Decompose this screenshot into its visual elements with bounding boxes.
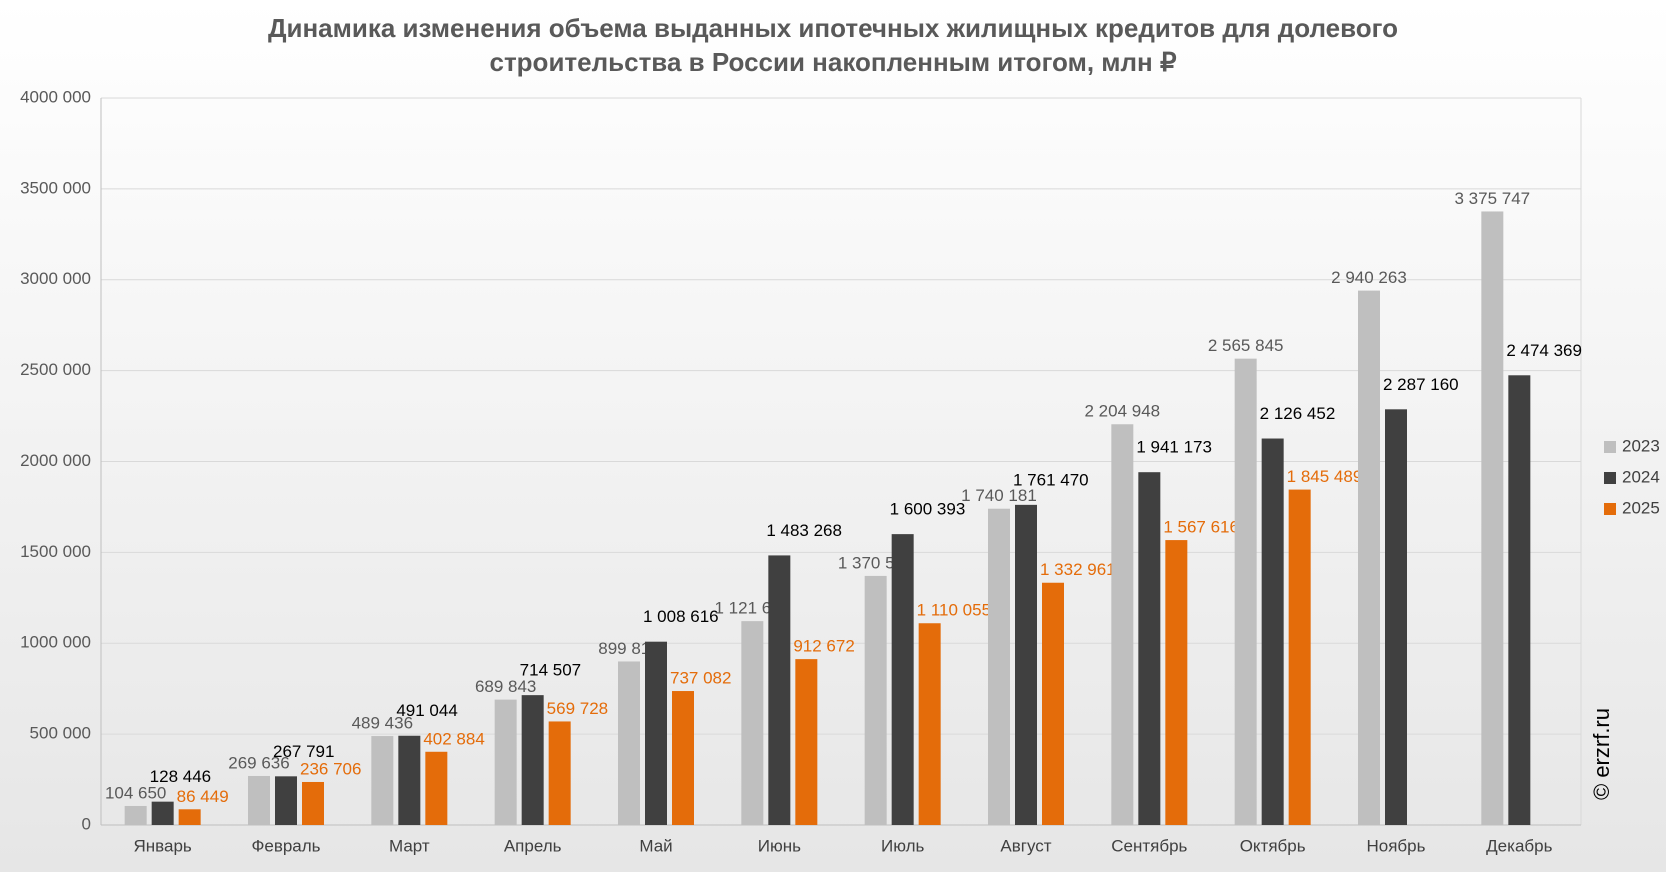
- bar: [795, 659, 818, 825]
- data-label: 1 600 393: [890, 500, 966, 519]
- data-label: 2 940 263: [1331, 268, 1407, 287]
- data-label: 912 672: [793, 637, 854, 656]
- bar: [1261, 438, 1284, 825]
- data-label: 1 740 181: [961, 486, 1037, 505]
- x-tick-label: Август: [1000, 836, 1051, 855]
- bar: [918, 623, 941, 825]
- bar: [1481, 211, 1504, 825]
- legend-swatch: [1604, 472, 1616, 484]
- bar: [302, 781, 324, 825]
- bar: [275, 776, 297, 825]
- data-label: 1 008 616: [643, 607, 719, 626]
- data-label: 1 483 268: [766, 521, 842, 540]
- bar: [891, 534, 914, 825]
- y-tick-label: 0: [82, 814, 91, 833]
- bar: [864, 575, 887, 825]
- data-label: 1 941 173: [1136, 438, 1212, 457]
- bar: [1288, 489, 1311, 825]
- data-label: 1 332 961: [1040, 560, 1116, 579]
- bar: [1234, 358, 1257, 825]
- data-label: 2 474 369: [1506, 341, 1582, 360]
- x-tick-label: Сентябрь: [1111, 836, 1187, 855]
- bar: [548, 721, 571, 825]
- data-label: 402 884: [423, 729, 484, 748]
- bar: [371, 736, 394, 825]
- bar: [521, 695, 544, 825]
- bar: [1165, 540, 1188, 825]
- y-tick-label: 1500 000: [20, 542, 91, 561]
- x-tick-label: Июнь: [758, 836, 801, 855]
- x-tick-label: Октябрь: [1240, 836, 1306, 855]
- bar: [248, 775, 270, 825]
- data-label: 2 565 845: [1208, 336, 1284, 355]
- bar: [425, 751, 448, 825]
- bar: [1111, 424, 1134, 825]
- legend-label: 2024: [1622, 467, 1660, 486]
- x-tick-label: Ноябрь: [1367, 836, 1426, 855]
- y-tick-label: 3500 000: [20, 178, 91, 197]
- bar: [1385, 409, 1407, 825]
- y-tick-label: 4000 000: [20, 87, 91, 106]
- bar: [1508, 375, 1531, 825]
- bar: [1042, 582, 1064, 825]
- bar: [178, 809, 201, 825]
- data-label: 714 507: [520, 661, 581, 680]
- y-tick-label: 2000 000: [20, 451, 91, 470]
- data-label: 3 375 747: [1455, 189, 1531, 208]
- y-tick-label: 2500 000: [20, 360, 91, 379]
- legend-label: 2025: [1622, 498, 1660, 517]
- bar: [494, 699, 517, 825]
- data-label: 2 204 948: [1085, 402, 1161, 421]
- legend-label: 2023: [1622, 436, 1660, 455]
- data-label: 236 706: [300, 759, 361, 778]
- data-label: 1 567 616: [1163, 518, 1239, 537]
- data-label: 2 126 452: [1260, 404, 1336, 423]
- bar: [1358, 290, 1380, 826]
- watermark: © erzrf.ru: [1589, 708, 1614, 800]
- bar: [398, 735, 421, 825]
- bar: [151, 801, 174, 825]
- bar: [124, 805, 147, 825]
- bar: [988, 508, 1010, 825]
- x-tick-label: Декабрь: [1486, 836, 1552, 855]
- y-tick-label: 1000 000: [20, 633, 91, 652]
- data-label: 899 818: [598, 639, 659, 658]
- chart-title: Динамика изменения объема выданных ипоте…: [268, 13, 1398, 43]
- data-label: 689 843: [475, 677, 536, 696]
- data-label: 491 044: [396, 701, 457, 720]
- bar: [1138, 472, 1161, 825]
- data-label: 489 436: [352, 714, 413, 733]
- x-tick-label: Май: [639, 836, 672, 855]
- data-label: 1 110 055: [917, 601, 991, 620]
- y-tick-label: 500 000: [30, 724, 91, 743]
- bar: [618, 661, 640, 825]
- x-tick-label: Март: [389, 836, 430, 855]
- bar: [1015, 504, 1037, 825]
- legend-swatch: [1604, 441, 1616, 453]
- legend-swatch: [1604, 503, 1616, 515]
- data-label: 267 791: [273, 742, 334, 761]
- y-tick-label: 3000 000: [20, 269, 91, 288]
- bar: [768, 555, 791, 825]
- bar: [645, 641, 667, 825]
- x-tick-label: Январь: [134, 836, 192, 855]
- data-label: 86 449: [177, 787, 229, 806]
- chart-title: строительства в России накопленным итого…: [489, 47, 1176, 77]
- bar: [741, 621, 764, 825]
- x-tick-label: Июль: [881, 836, 925, 855]
- bar: [672, 691, 694, 825]
- data-label: 104 650: [105, 783, 166, 802]
- data-label: 1 761 470: [1013, 470, 1089, 489]
- data-label: 1 845 489: [1287, 467, 1363, 486]
- data-label: 128 446: [150, 767, 211, 786]
- x-tick-label: Февраль: [251, 836, 320, 855]
- data-label: 2 287 160: [1383, 375, 1459, 394]
- x-tick-label: Апрель: [504, 836, 562, 855]
- data-label: 737 082: [670, 669, 731, 688]
- data-label: 569 728: [547, 699, 608, 718]
- data-label: 269 636: [228, 753, 289, 772]
